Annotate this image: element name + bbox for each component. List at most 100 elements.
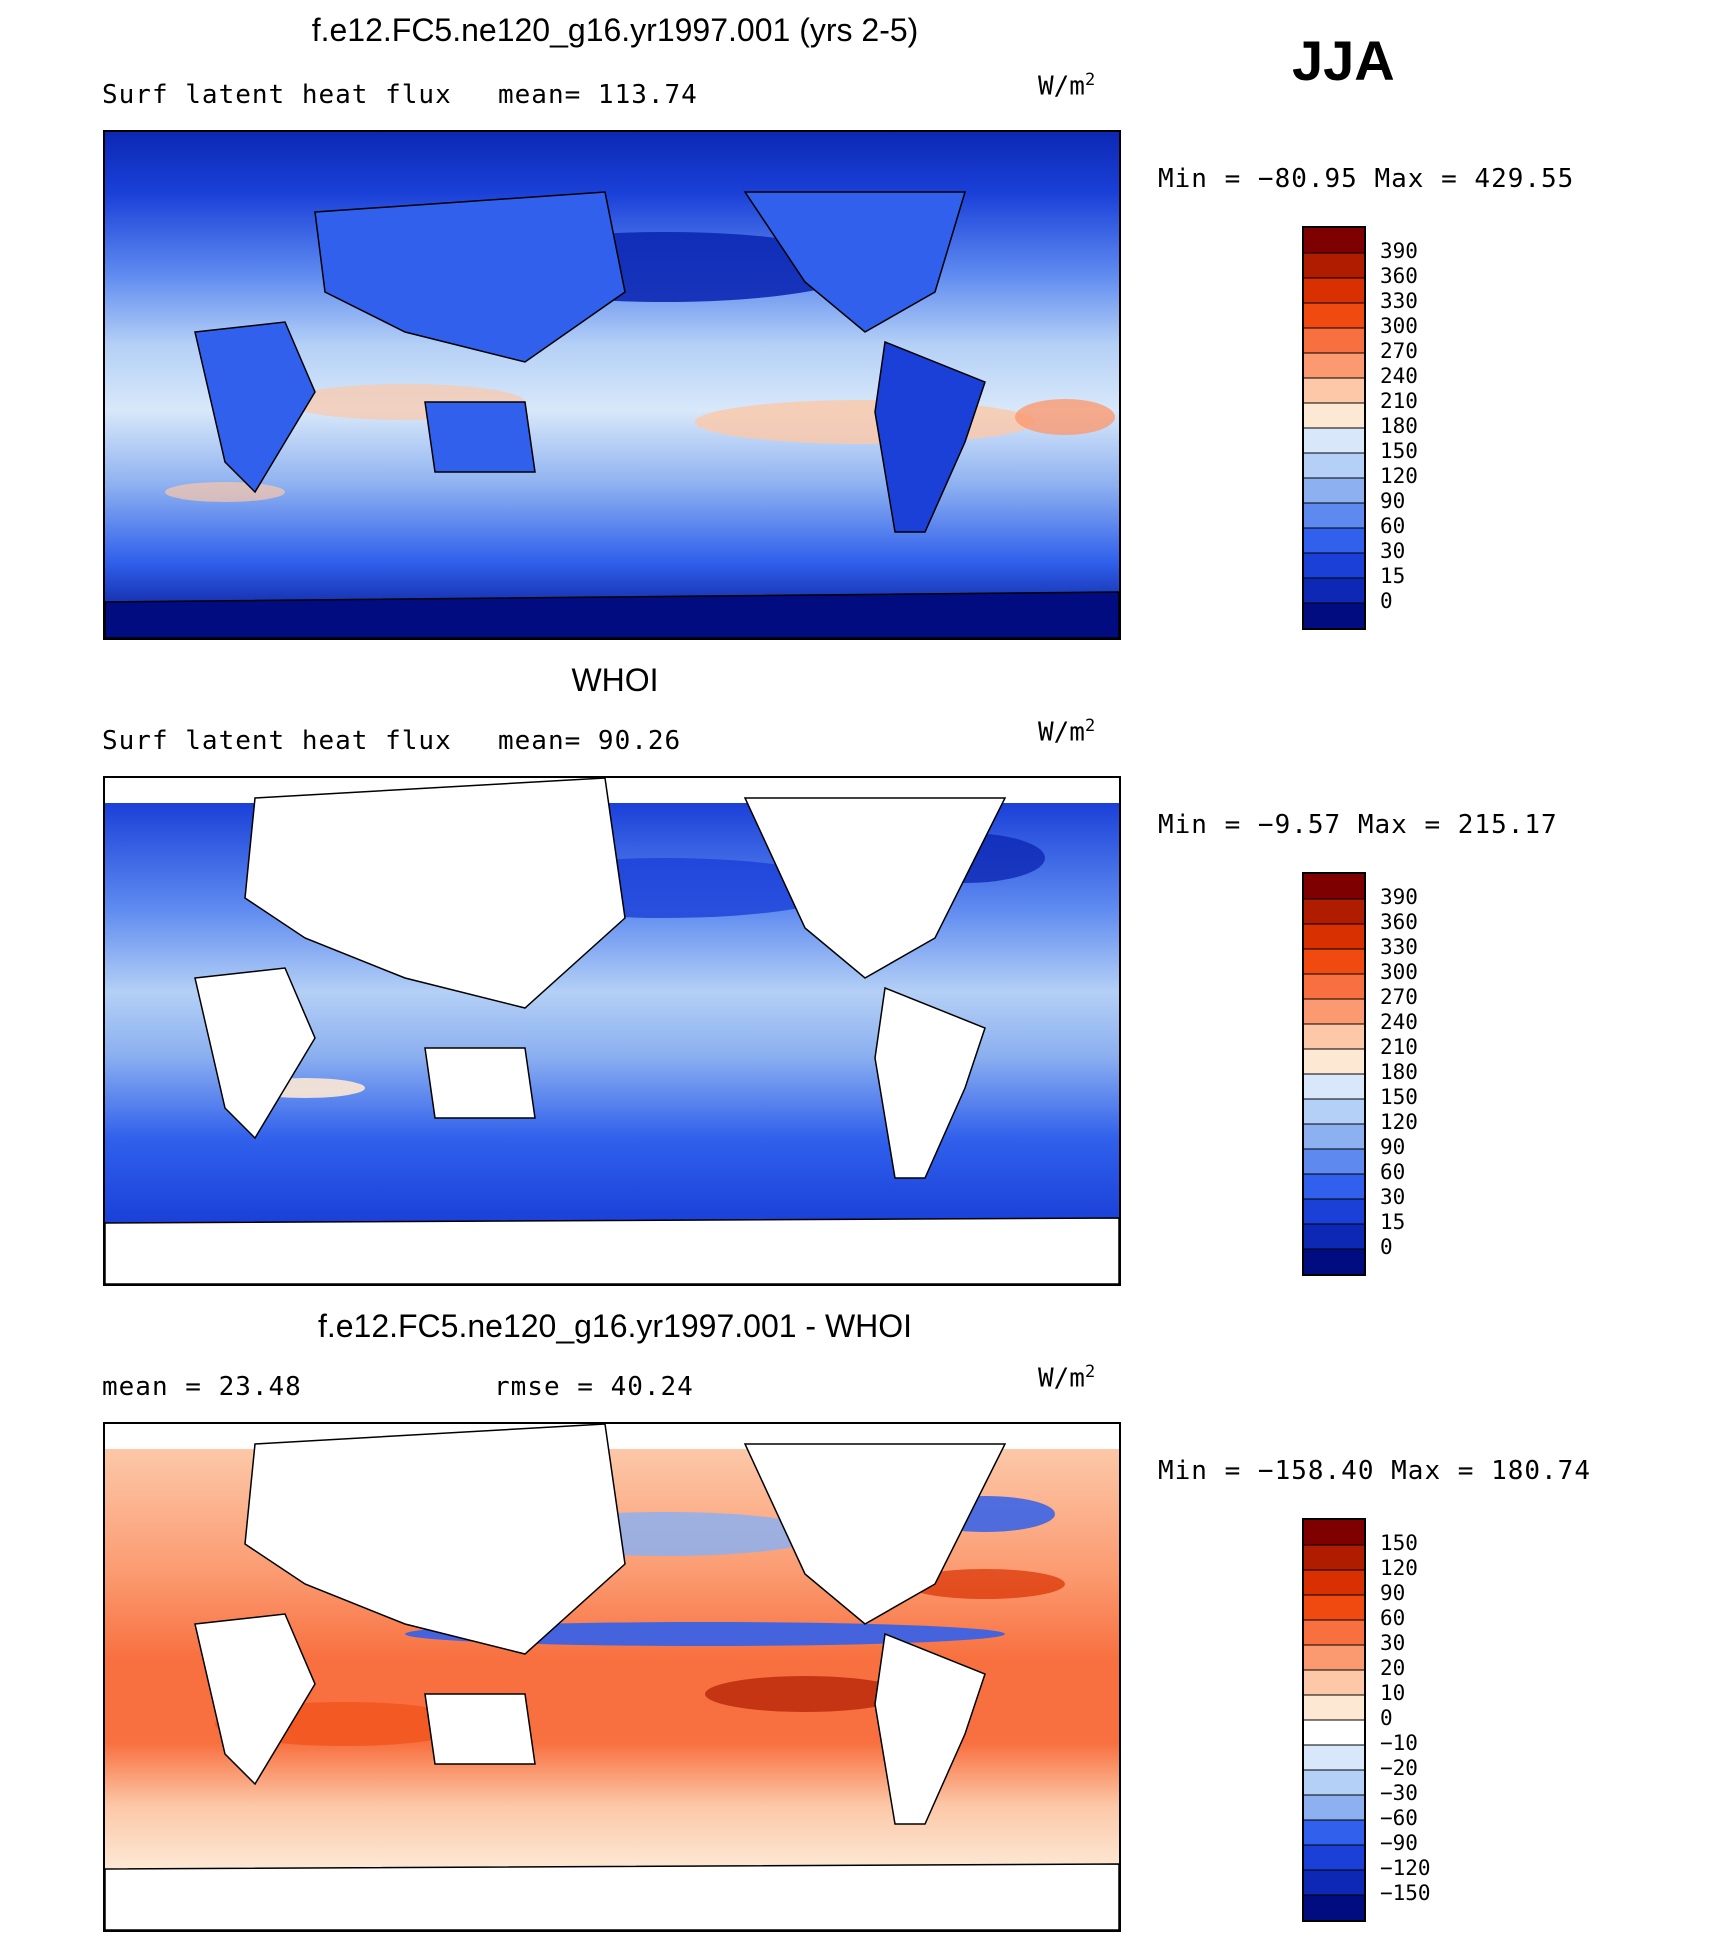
colorbar-swatch: [1304, 1870, 1364, 1896]
colorbar-swatch: [1304, 1720, 1364, 1746]
colorbar-tick-label: 30: [1380, 539, 1406, 563]
colorbar-tick-label: 120: [1380, 464, 1418, 488]
colorbar-swatch: [1304, 1570, 1364, 1596]
colorbar-swatch: [1304, 1199, 1364, 1225]
colorbar-swatch: [1304, 1795, 1364, 1821]
colorbar-swatch: [1304, 253, 1364, 279]
colorbar-tick-label: −120: [1380, 1856, 1431, 1880]
colorbar-tick-label: 270: [1380, 339, 1418, 363]
panel-1-minmax: Min = −80.95 Max = 429.55: [1158, 164, 1575, 194]
colorbar-tick-label: 120: [1380, 1110, 1418, 1134]
colorbar-swatch: [1304, 1049, 1364, 1075]
season-label: JJA: [1292, 29, 1395, 92]
panel-2-field: [105, 778, 1119, 1284]
panel-3-units: W/m2: [1038, 1362, 1096, 1394]
panel-1-variable: Surf latent heat flux: [102, 80, 452, 110]
colorbar-tick-label: −20: [1380, 1756, 1418, 1780]
panel-3-title: f.e12.FC5.ne120_g16.yr1997.001 - WHOI: [317, 1308, 913, 1344]
colorbar-swatch: [1304, 378, 1364, 404]
panel-2-colorbar-ticks: 390 360 330 300 270 240 210 180 150 120 90 60 30 15 0: [1380, 872, 1500, 1276]
colorbar-swatch: [1304, 1149, 1364, 1175]
colorbar-swatch: [1304, 1595, 1364, 1621]
colorbar-swatch: [1304, 1645, 1364, 1671]
colorbar-tick-label: 240: [1380, 364, 1418, 388]
colorbar-tick-label: 300: [1380, 960, 1418, 984]
colorbar-swatch: [1304, 553, 1364, 579]
colorbar-tick-label: 120: [1380, 1556, 1418, 1580]
panel-1-colorbar-ticks: 390 360 330 300 270 240 210 180 150 120 90 60 30 15 0: [1380, 226, 1500, 630]
colorbar-tick-label: −30: [1380, 1781, 1418, 1805]
colorbar-tick-label: 30: [1380, 1631, 1406, 1655]
colorbar-tick-label: 90: [1380, 1135, 1406, 1159]
colorbar-tick-label: −60: [1380, 1806, 1418, 1830]
colorbar-swatch: [1304, 949, 1364, 975]
panel-1-colorbar: [1302, 226, 1366, 630]
panel-1-colorbar-swatches: [1304, 228, 1364, 628]
colorbar-swatch: [1304, 503, 1364, 529]
colorbar-tick-label: 15: [1380, 1210, 1406, 1234]
colorbar-tick-label: 90: [1380, 489, 1406, 513]
colorbar-swatch: [1304, 578, 1364, 604]
panel-3-colorbar-ticks: 150 120 90 60 30 20 10 0 −10 −20 −30 −60 −90 −120 −150: [1380, 1518, 1500, 1922]
colorbar-swatch: [1304, 1024, 1364, 1050]
colorbar-swatch: [1304, 353, 1364, 379]
panel-2-colorbar: [1302, 872, 1366, 1276]
panel-2-variable: Surf latent heat flux: [102, 726, 452, 756]
colorbar-tick-label: 20: [1380, 1656, 1406, 1680]
colorbar-tick-label: 330: [1380, 289, 1418, 313]
colorbar-tick-label: 60: [1380, 1606, 1406, 1630]
panel-3-colorbar-swatches: [1304, 1520, 1364, 1920]
colorbar-swatch: [1304, 1770, 1364, 1796]
colorbar-tick-label: 0: [1380, 1235, 1393, 1259]
colorbar-tick-label: 240: [1380, 1010, 1418, 1034]
colorbar-swatch: [1304, 478, 1364, 504]
colorbar-tick-label: 300: [1380, 314, 1418, 338]
colorbar-tick-label: 150: [1380, 439, 1418, 463]
colorbar-swatch: [1304, 1695, 1364, 1721]
colorbar-swatch: [1304, 999, 1364, 1025]
colorbar-swatch: [1304, 403, 1364, 429]
panel-1-title: f.e12.FC5.ne120_g16.yr1997.001 (yrs 2-5): [311, 12, 919, 48]
colorbar-swatch: [1304, 528, 1364, 554]
colorbar-tick-label: 180: [1380, 414, 1418, 438]
colorbar-tick-label: 90: [1380, 1581, 1406, 1605]
panel-2-colorbar-swatches: [1304, 874, 1364, 1274]
colorbar-swatch: [1304, 899, 1364, 925]
colorbar-swatch: [1304, 1745, 1364, 1771]
colorbar-tick-label: −150: [1380, 1881, 1431, 1905]
colorbar-swatch: [1304, 303, 1364, 329]
colorbar-tick-label: 30: [1380, 1185, 1406, 1209]
colorbar-tick-label: 360: [1380, 910, 1418, 934]
panel-1-map: [103, 130, 1121, 640]
colorbar-swatch: [1304, 1074, 1364, 1100]
colorbar-swatch: [1304, 1545, 1364, 1571]
colorbar-swatch: [1304, 328, 1364, 354]
panel-2-map: [103, 776, 1121, 1286]
colorbar-tick-label: 0: [1380, 1706, 1393, 1730]
panel-2-minmax: Min = −9.57 Max = 215.17: [1158, 810, 1558, 840]
colorbar-tick-label: 210: [1380, 389, 1418, 413]
panel-1-field: [105, 132, 1119, 638]
panel-3-minmax: Min = −158.40 Max = 180.74: [1158, 1456, 1591, 1486]
panel-2-units: W/m2: [1038, 716, 1096, 748]
panel-3-field: [105, 1424, 1119, 1930]
colorbar-swatch: [1304, 924, 1364, 950]
colorbar-tick-label: 330: [1380, 935, 1418, 959]
colorbar-swatch: [1304, 1620, 1364, 1646]
colorbar-tick-label: 210: [1380, 1035, 1418, 1059]
panel-1-mean: mean= 113.74: [498, 80, 698, 110]
colorbar-swatch: [1304, 1520, 1364, 1546]
colorbar-swatch: [1304, 1224, 1364, 1250]
panel-3-mean: mean = 23.48: [102, 1372, 302, 1402]
colorbar-swatch: [1304, 1249, 1364, 1274]
colorbar-tick-label: −10: [1380, 1731, 1418, 1755]
colorbar-swatch: [1304, 603, 1364, 628]
colorbar-tick-label: 390: [1380, 239, 1418, 263]
colorbar-swatch: [1304, 974, 1364, 1000]
colorbar-tick-label: 180: [1380, 1060, 1418, 1084]
panel-3-colorbar: [1302, 1518, 1366, 1922]
colorbar-swatch: [1304, 428, 1364, 454]
colorbar-swatch: [1304, 453, 1364, 479]
panel-1-units: W/m2: [1038, 70, 1096, 102]
colorbar-swatch: [1304, 228, 1364, 254]
